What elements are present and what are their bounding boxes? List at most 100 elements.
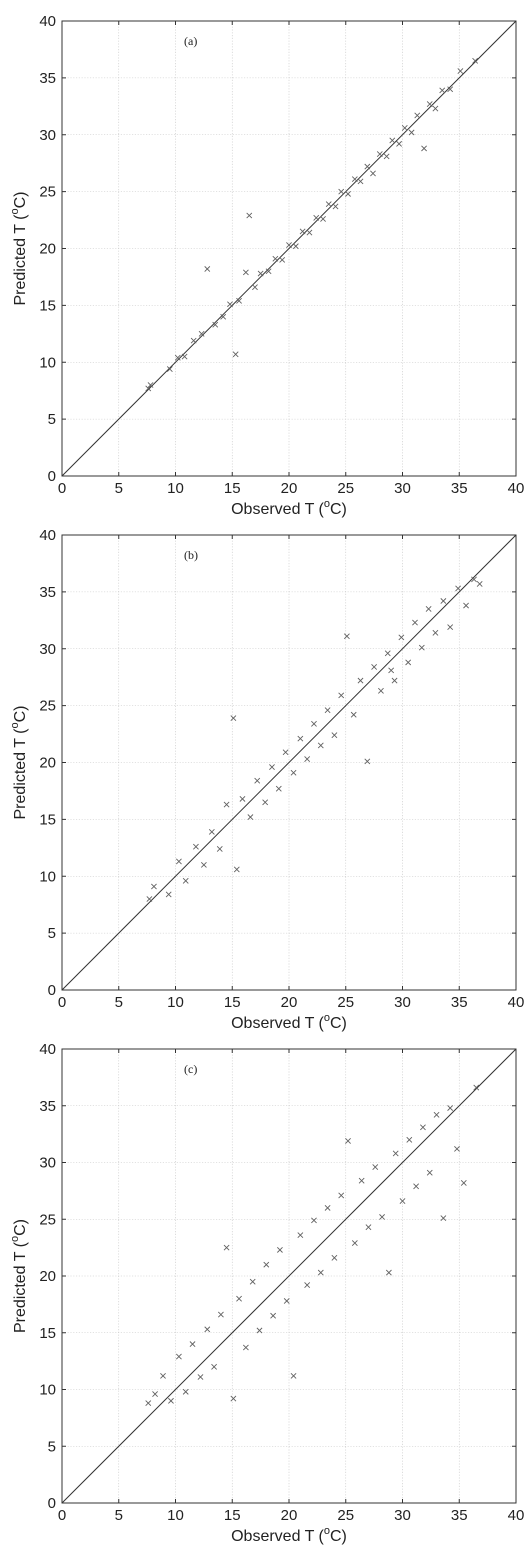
y-tick-label: 20 (39, 1268, 56, 1285)
data-point-marker (376, 151, 383, 158)
y-tick-label: 5 (48, 1438, 56, 1455)
data-point-marker (254, 777, 261, 784)
data-point-marker (379, 1214, 385, 1220)
data-point-marker (447, 1105, 454, 1111)
x-tick-label: 40 (508, 1507, 525, 1524)
data-point-marker (223, 801, 230, 808)
y-axis-label: Predicted T (oC) (9, 191, 29, 305)
x-axis-label-text: Observed T ( (231, 501, 324, 518)
data-point-marker (230, 715, 237, 722)
x-tick-label: 0 (58, 1507, 66, 1524)
data-point-marker (145, 385, 152, 392)
data-point-marker (230, 1395, 237, 1402)
data-point-marker (265, 268, 272, 275)
data-point-marker (398, 634, 405, 641)
data-point-marker (262, 799, 269, 806)
x-tick-label: 25 (337, 994, 354, 1011)
data-point-marker (232, 351, 239, 358)
data-points (146, 576, 483, 902)
x-axis-label: Observed T (oC) (231, 1525, 347, 1545)
data-point-marker (239, 795, 246, 802)
data-point-marker (388, 667, 395, 674)
x-tick-label: 15 (224, 480, 241, 497)
x-tick-label: 35 (451, 994, 468, 1011)
data-point-marker (457, 68, 464, 74)
data-point-marker (283, 1298, 290, 1304)
data-point-marker (277, 1246, 283, 1253)
y-tick-label: 5 (48, 925, 56, 942)
x-axis-label-degree: o (324, 1525, 330, 1537)
x-axis-label: Observed T (oC) (231, 498, 347, 518)
data-point-marker (313, 214, 320, 221)
data-point-marker (311, 1217, 317, 1224)
x-tick-label: 15 (224, 994, 241, 1011)
data-points (145, 1084, 480, 1407)
data-point-marker (406, 1136, 413, 1143)
data-point-marker (304, 756, 311, 763)
data-point-marker (216, 846, 223, 852)
data-point-marker (292, 243, 299, 250)
data-point-marker (165, 891, 172, 898)
y-axis-label-degree: o (9, 722, 21, 728)
data-point-marker (320, 216, 326, 222)
x-tick-label: 30 (394, 1507, 411, 1524)
data-point-marker (168, 1397, 174, 1404)
data-point-marker (399, 1198, 406, 1205)
data-point-marker (247, 814, 254, 821)
x-tick-label: 0 (58, 480, 66, 497)
data-point-marker (286, 242, 292, 249)
data-point-marker (372, 1164, 379, 1170)
y-tick-label: 0 (48, 1495, 56, 1512)
data-point-marker (246, 212, 253, 219)
data-point-marker (174, 354, 181, 361)
x-tick-label: 5 (115, 994, 123, 1011)
data-point-marker (378, 687, 384, 694)
data-point-marker (181, 353, 188, 360)
data-point-marker (147, 382, 154, 388)
x-axis-label-unit: C) (330, 1528, 347, 1545)
data-point-marker (331, 1254, 338, 1261)
data-point-marker (317, 742, 324, 749)
x-tick-label: 25 (337, 480, 354, 497)
data-point-marker (345, 190, 351, 197)
y-tick-label: 40 (39, 527, 56, 544)
data-point-marker (275, 785, 282, 792)
x-axis-label-text: Observed T ( (231, 1015, 324, 1032)
data-point-marker (426, 1169, 433, 1176)
y-tick-label: 40 (39, 13, 56, 30)
x-tick-label: 30 (394, 480, 411, 497)
data-point-marker (472, 57, 479, 64)
data-point-marker (297, 735, 304, 742)
y-axis-label-unit: C) (12, 705, 29, 722)
data-point-marker (455, 585, 462, 592)
data-point-marker (236, 297, 242, 304)
data-point-marker (460, 1180, 467, 1186)
data-point-marker (182, 1388, 189, 1395)
data-point-marker (152, 1391, 158, 1397)
y-tick-label: 25 (39, 698, 56, 715)
data-point-marker (211, 1363, 218, 1370)
y-axis-label-degree: o (9, 208, 21, 214)
data-point-marker (357, 677, 364, 684)
y-axis-label-unit: C) (12, 1219, 29, 1236)
data-point-marker (297, 1232, 304, 1239)
data-point-marker (391, 677, 398, 684)
data-point-marker (338, 1192, 345, 1199)
data-point-marker (364, 163, 371, 170)
data-point-marker (217, 1311, 224, 1318)
data-point-marker (190, 337, 197, 344)
data-point-marker (166, 366, 173, 372)
data-point-marker (160, 1372, 166, 1379)
data-point-marker (412, 619, 418, 626)
y-tick-label: 20 (39, 241, 56, 258)
x-tick-label: 40 (508, 994, 525, 1011)
panel-label: (a) (184, 34, 197, 48)
data-point-marker (269, 764, 275, 770)
x-tick-label: 10 (167, 994, 184, 1011)
x-axis-label: Observed T (oC) (231, 1012, 347, 1032)
y-tick-label: 0 (48, 982, 56, 999)
y-axis-label: Predicted T (oC) (9, 1219, 29, 1333)
data-point-marker (220, 313, 227, 320)
x-tick-label: 35 (451, 480, 468, 497)
x-tick-label: 40 (508, 480, 525, 497)
